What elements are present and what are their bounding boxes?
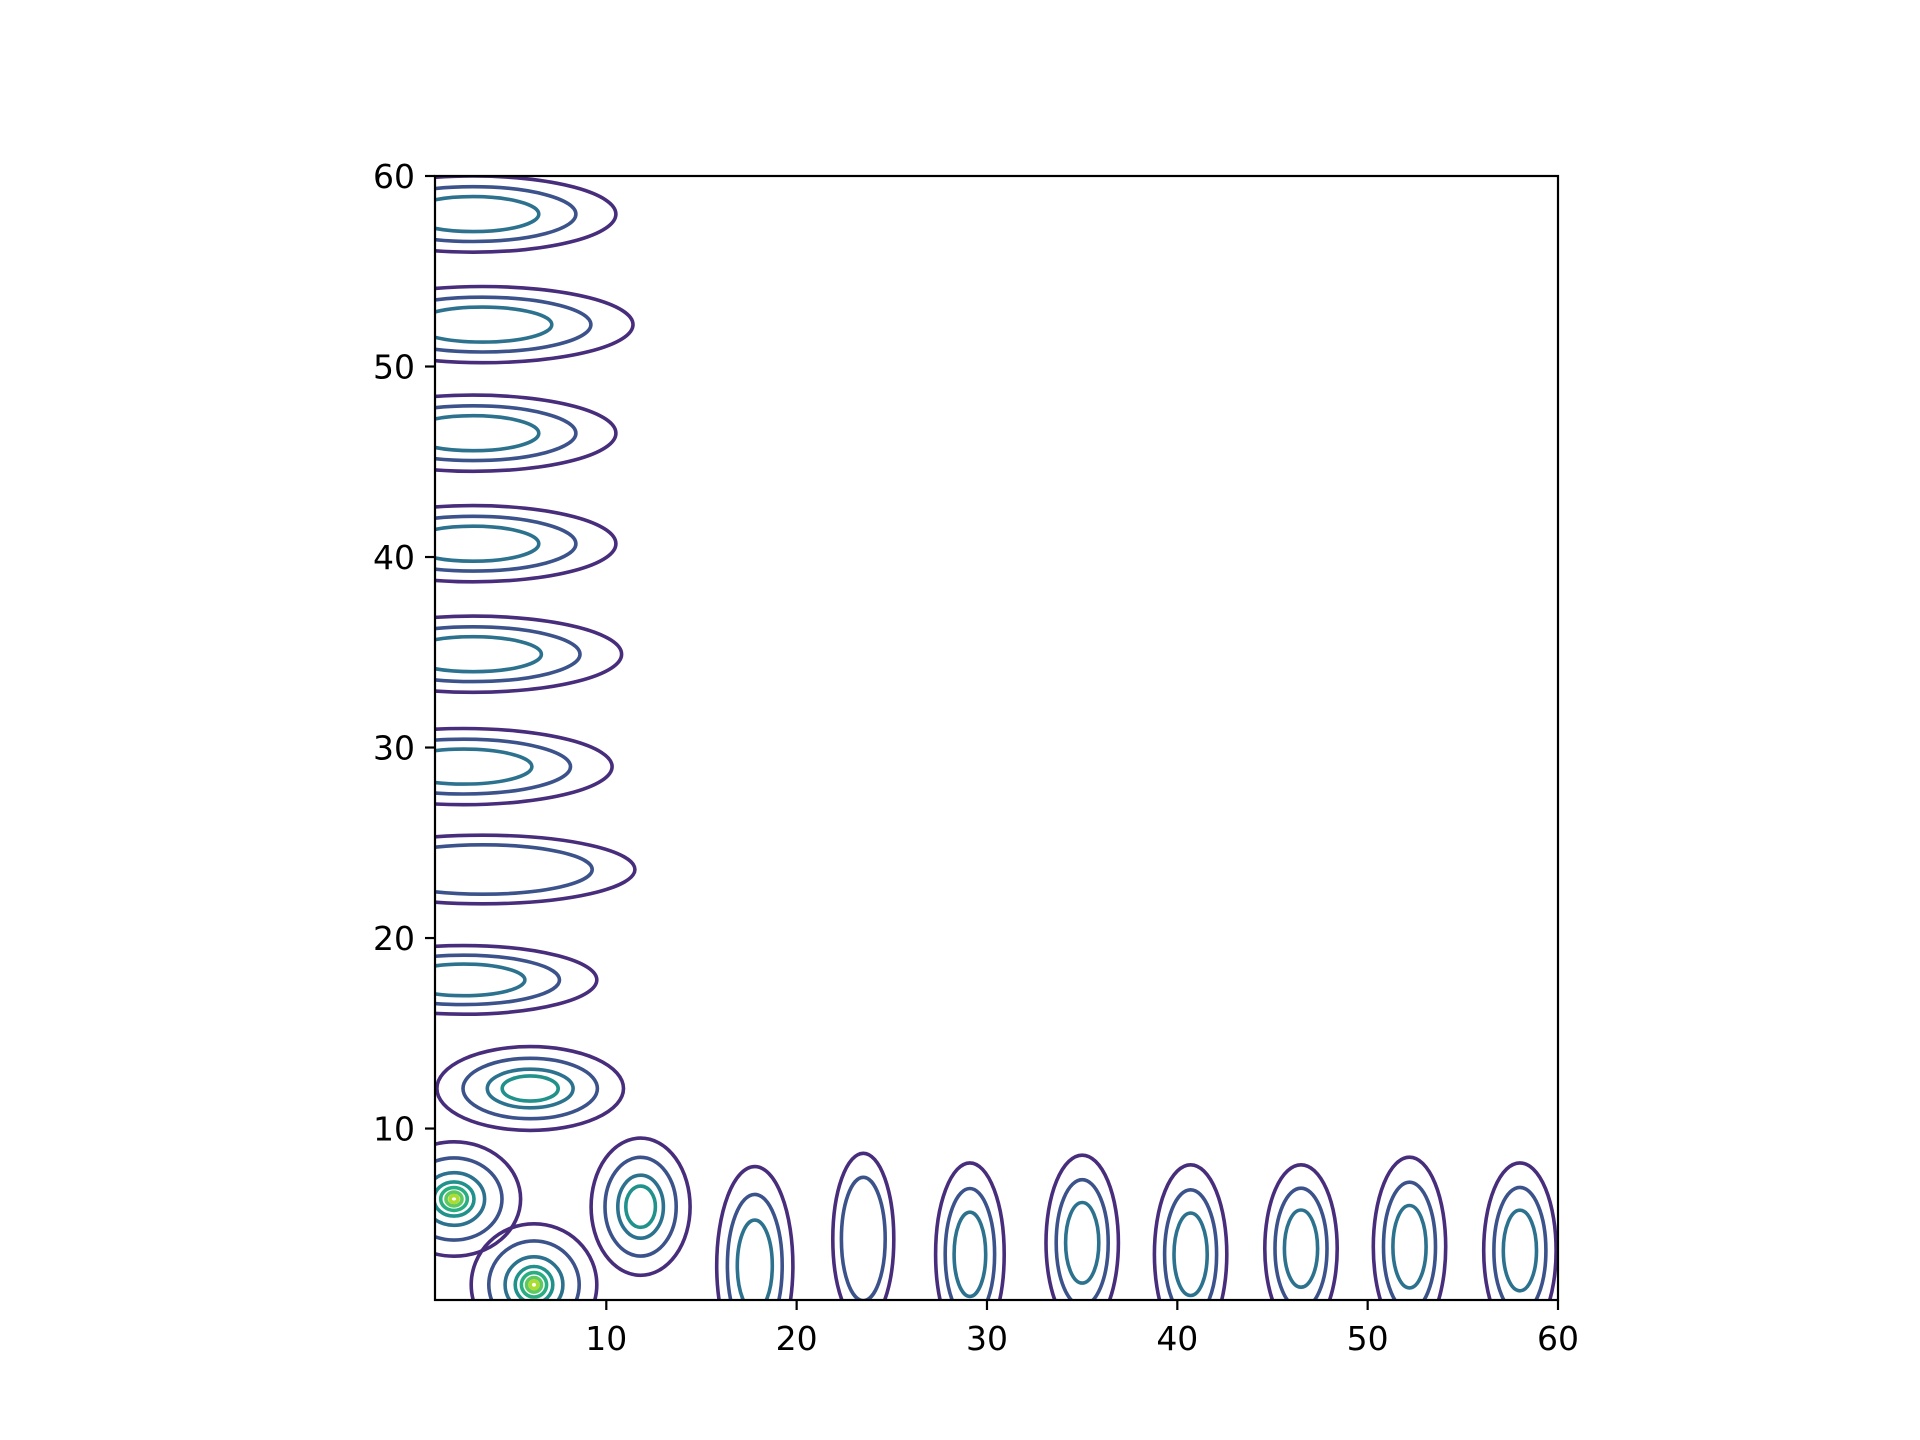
contour-peak-17-level-0 [1263, 1163, 1339, 1300]
contour-peak-17-level-2 [1282, 1208, 1320, 1289]
y-tick-label: 20 [373, 919, 415, 958]
contour-peak-0-level-0 [435, 176, 618, 254]
contour-peak-4-level-2 [435, 634, 544, 674]
contour-peak-9-level-6 [448, 1193, 460, 1205]
contour-peak-17-level-1 [1273, 1186, 1329, 1300]
contour-peak-11-level-0 [589, 1136, 692, 1278]
contour-peak-4-level-0 [435, 614, 624, 695]
y-axis-ticks: 10 20 30 40 50 60 [373, 157, 435, 1149]
contour-peak-11-level-2 [615, 1173, 666, 1240]
contour-peak-11-level-3 [623, 1184, 658, 1230]
x-tick-label: 30 [966, 1319, 1008, 1358]
x-tick-label: 40 [1156, 1319, 1198, 1358]
y-tick-label: 10 [373, 1110, 415, 1149]
contour-peak-1-level-2 [435, 305, 554, 344]
contour-peak-3-level-0 [435, 503, 618, 584]
contour-peak-19-level-0 [1481, 1161, 1558, 1300]
contour-peak-10-level-0 [469, 1222, 599, 1300]
y-tick-label: 60 [373, 157, 415, 196]
contour-peak-8-level-1 [461, 1056, 600, 1121]
contour-peak-2-level-0 [435, 393, 618, 474]
contour-peak-2-level-2 [435, 413, 541, 453]
contour-peak-12-level-2 [735, 1218, 775, 1300]
contour-peak-8-level-0 [435, 1044, 626, 1133]
contour-peak-9-level-2 [435, 1170, 487, 1228]
contour-peak-13-level-1 [839, 1175, 887, 1300]
contour-peak-18-level-1 [1381, 1180, 1438, 1300]
y-tick-label: 50 [373, 348, 415, 387]
contour-peak-16-level-2 [1172, 1211, 1210, 1298]
contour-peak-10-level-4 [519, 1270, 549, 1299]
contour-peak-1-level-0 [435, 284, 635, 365]
contour-peak-8-level-2 [485, 1067, 575, 1110]
contour-peak-9-level-4 [438, 1185, 470, 1213]
contour-peak-5-level-2 [435, 747, 534, 786]
contour-peak-14-level-1 [943, 1186, 997, 1300]
contour-peak-15-level-2 [1063, 1200, 1101, 1285]
x-tick-label: 20 [776, 1319, 818, 1358]
contour-peak-5-level-1 [435, 737, 573, 796]
axes-frame [433, 174, 1560, 1302]
contour-peak-15-level-0 [1044, 1153, 1121, 1300]
contour-peak-7-level-2 [435, 962, 527, 998]
contour-peak-18-level-0 [1371, 1155, 1448, 1300]
contour-peak-18-level-2 [1391, 1203, 1428, 1290]
contour-peak-0-level-1 [435, 184, 578, 244]
contour-peak-10-level-5 [524, 1275, 544, 1294]
contour-peak-10-level-6 [528, 1279, 540, 1291]
y-tick-label: 40 [373, 538, 415, 577]
contour-peak-11-level-1 [603, 1155, 678, 1258]
contour-peak-9-level-1 [435, 1156, 504, 1242]
contour-peak-3-level-1 [435, 514, 578, 573]
x-tick-label: 60 [1537, 1319, 1579, 1358]
contour-peak-3-level-2 [435, 524, 541, 563]
contour-peak-10-level-2 [503, 1255, 565, 1300]
contour-peak-16-level-0 [1152, 1163, 1229, 1300]
y-tick-label: 30 [373, 729, 415, 768]
contour-peak-10-level-1 [487, 1239, 581, 1300]
contour-peak-1-level-1 [435, 295, 593, 354]
contour-peak-19-level-1 [1492, 1185, 1548, 1300]
contour-peak-6-level-1 [435, 843, 594, 896]
contour-lines [435, 176, 1558, 1300]
contour-peak-4-level-1 [435, 625, 582, 684]
contour-peak-8-level-3 [500, 1074, 561, 1103]
contour-peak-12-level-0 [714, 1164, 795, 1300]
x-tick-label: 10 [585, 1319, 627, 1358]
axes [433, 174, 1560, 1302]
plot-area [435, 176, 1558, 1300]
contour-peak-9-level-5 [444, 1190, 464, 1208]
contour-peak-0-level-2 [435, 194, 541, 234]
contour-peak-14-level-0 [933, 1161, 1006, 1300]
contour-peak-9-level-3 [435, 1180, 476, 1218]
x-tick-label: 50 [1347, 1319, 1389, 1358]
contour-peak-14-level-2 [952, 1210, 988, 1299]
contour-peak-15-level-1 [1054, 1177, 1110, 1300]
contour-peak-12-level-1 [725, 1192, 784, 1300]
contour-peak-13-level-0 [831, 1151, 896, 1300]
contour-peak-5-level-0 [435, 726, 614, 807]
contour-peak-7-level-1 [435, 953, 562, 1007]
contour-peak-9-level-0 [435, 1140, 523, 1258]
contour-peak-2-level-1 [435, 404, 578, 463]
contour-peak-16-level-1 [1162, 1188, 1219, 1300]
contour-peak-6-level-0 [435, 833, 637, 906]
contour-peak-19-level-2 [1501, 1208, 1539, 1293]
contour-peak-10-level-3 [513, 1264, 555, 1300]
contour-peak-7-level-0 [435, 943, 599, 1016]
x-axis-ticks: 10 20 30 40 50 60 [585, 1300, 1579, 1358]
